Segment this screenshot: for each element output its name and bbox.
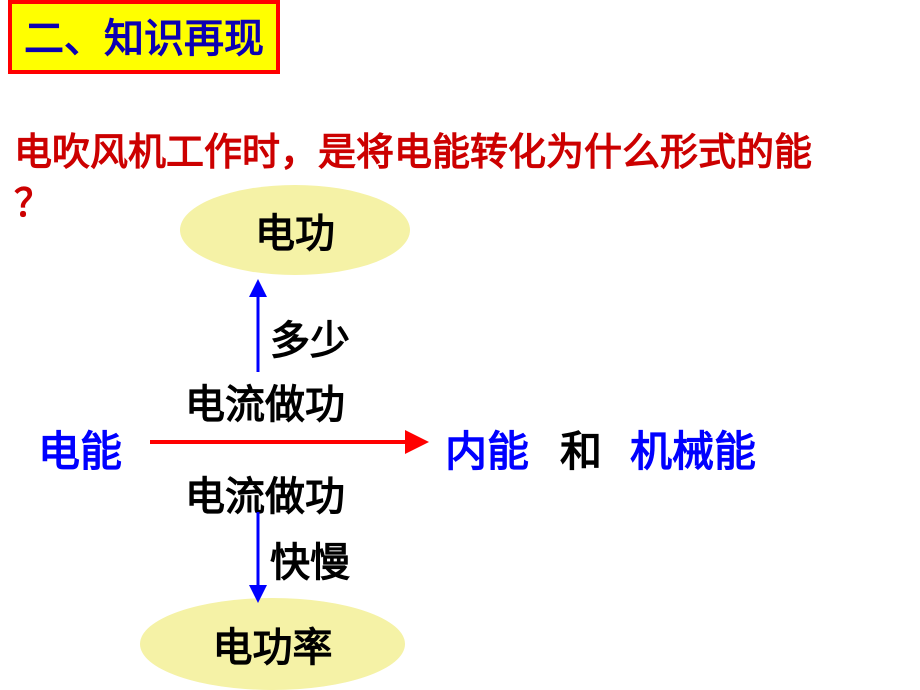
label-he: 和 — [560, 418, 602, 479]
ellipse-diangong: 电功 — [180, 185, 410, 275]
question-text: 电吹风机工作时，是将电能转化为什么形式的能 ？ — [14, 128, 812, 231]
label-jixieneng: 机械能 — [630, 418, 756, 479]
label-neineng: 内能 — [445, 418, 529, 479]
label-work-top: 电流做功 — [185, 372, 345, 430]
label-duoshao: 多少 — [270, 308, 350, 366]
section-title: 二、知识再现 — [8, 0, 280, 74]
ellipse-diangonglv: 电功率 — [140, 598, 405, 690]
label-dianneng: 电能 — [38, 418, 122, 479]
arrows-layer — [0, 0, 920, 690]
label-work-bot: 电流做功 — [185, 464, 345, 522]
question-line1: 电吹风机工作时，是将电能转化为什么形式的能 — [14, 128, 812, 179]
question-line2: ？ — [14, 179, 812, 230]
section-title-text: 二、知识再现 — [24, 17, 264, 61]
label-kuaiman: 快慢 — [270, 530, 350, 588]
ellipse-diangonglv-text: 电功率 — [213, 615, 333, 673]
ellipse-diangong-text: 电功 — [255, 201, 335, 259]
